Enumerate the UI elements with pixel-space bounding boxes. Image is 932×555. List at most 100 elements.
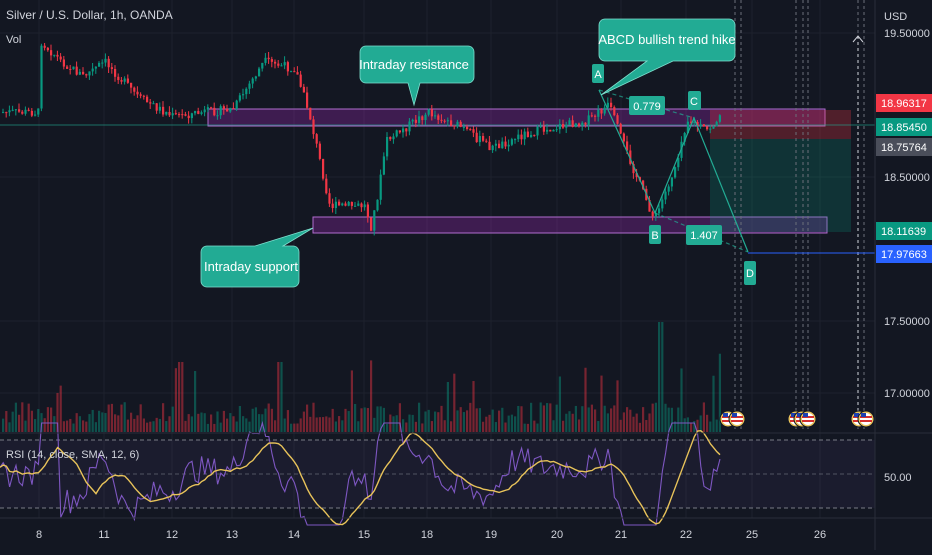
support-callout[interactable]: Intraday support bbox=[200, 227, 314, 288]
abcd-callout[interactable]: ABCD bullish trend hike bbox=[598, 18, 736, 96]
candle-body bbox=[667, 186, 670, 192]
volume-bar bbox=[696, 419, 699, 432]
candle-body bbox=[690, 121, 693, 123]
candle-body bbox=[98, 62, 101, 67]
position-target-zone[interactable] bbox=[710, 139, 851, 232]
candle-body bbox=[254, 76, 257, 79]
volume-bar bbox=[450, 421, 453, 432]
volume-bar bbox=[130, 412, 133, 432]
volume-bar bbox=[376, 406, 379, 432]
candle-body bbox=[5, 112, 8, 114]
candle-body bbox=[360, 203, 363, 208]
candle-body bbox=[475, 132, 478, 143]
volume-bar bbox=[373, 417, 376, 432]
volume-bar bbox=[290, 423, 293, 432]
volume-bar bbox=[357, 421, 360, 432]
volume-bar bbox=[603, 405, 606, 432]
resistance-zone[interactable] bbox=[207, 108, 826, 127]
volume-bar bbox=[510, 414, 513, 432]
resistance-callout[interactable]: Intraday resistance bbox=[359, 45, 475, 107]
candle-body bbox=[664, 191, 667, 200]
us-flag-icon[interactable] bbox=[728, 410, 746, 428]
candle-body bbox=[344, 203, 347, 206]
volume-bar bbox=[514, 416, 517, 432]
candle-body bbox=[158, 106, 161, 111]
rsi-pane[interactable]: RSI (14, close, SMA, 12, 6) bbox=[0, 420, 875, 526]
candle-body bbox=[677, 157, 680, 168]
candle-body bbox=[312, 119, 315, 135]
price-axis[interactable]: USD 19.50000 18.50000 17.50000 17.00000 bbox=[884, 11, 930, 400]
volume-bar bbox=[574, 405, 577, 432]
grid bbox=[0, 0, 875, 518]
volume-bar bbox=[88, 414, 91, 432]
candle-body bbox=[626, 141, 629, 151]
candle-body bbox=[718, 115, 721, 122]
us-flag-icon[interactable] bbox=[799, 410, 817, 428]
volume-bar bbox=[482, 421, 485, 432]
candle-body bbox=[165, 111, 168, 115]
volume-bar bbox=[178, 362, 181, 432]
volume-bar bbox=[187, 414, 190, 432]
time-tick-label: 15 bbox=[358, 529, 370, 541]
candle-body bbox=[11, 109, 14, 111]
candle-body bbox=[366, 204, 369, 218]
volume-bar bbox=[491, 409, 494, 432]
candle-body bbox=[302, 86, 305, 93]
candle-body bbox=[510, 139, 513, 145]
symbol-title[interactable]: Silver / U.S. Dollar, 1h, OANDA bbox=[6, 8, 173, 22]
candle-body bbox=[120, 80, 123, 82]
candle-body bbox=[216, 115, 219, 117]
price-tick-label: 19.50000 bbox=[884, 28, 930, 40]
candle-body bbox=[546, 129, 549, 132]
volume-bar bbox=[354, 403, 357, 432]
volume-bar bbox=[200, 412, 203, 432]
volume-bar bbox=[8, 422, 11, 432]
volume-bar bbox=[590, 404, 593, 432]
volume-bar bbox=[82, 420, 85, 432]
candle-body bbox=[450, 120, 453, 126]
candle-body bbox=[274, 61, 277, 64]
candle-body bbox=[520, 134, 523, 140]
volume-bar bbox=[139, 404, 142, 432]
candle-body bbox=[651, 211, 654, 217]
volume-bar bbox=[459, 407, 462, 432]
volume-bar bbox=[648, 413, 651, 432]
candle-body bbox=[488, 141, 491, 151]
candle-body bbox=[466, 126, 469, 130]
volume-bar bbox=[536, 423, 539, 432]
volume-bar bbox=[619, 419, 622, 432]
rsi-label: RSI (14, close, SMA, 12, 6) bbox=[6, 449, 139, 461]
volume-bar bbox=[414, 421, 417, 432]
candle-body bbox=[427, 109, 430, 115]
candle-body bbox=[382, 156, 385, 175]
volume-bar bbox=[418, 402, 421, 432]
candle-body bbox=[50, 50, 53, 56]
volume-bar bbox=[626, 407, 629, 432]
candle-body bbox=[149, 102, 152, 104]
volume-bar bbox=[552, 420, 555, 432]
candle-body bbox=[258, 68, 261, 77]
volume-bar bbox=[254, 407, 257, 432]
candle-body bbox=[389, 137, 392, 140]
candlestick-series[interactable] bbox=[2, 42, 721, 236]
candle-body bbox=[616, 115, 619, 124]
time-axis[interactable]: 8 11 12 13 14 15 18 19 20 21 22 25 26 bbox=[36, 529, 826, 541]
candle-body bbox=[117, 76, 120, 81]
volume-bar bbox=[168, 416, 171, 432]
point-b-label: B bbox=[649, 225, 661, 244]
volume-bar bbox=[123, 402, 126, 432]
volume-bar bbox=[50, 407, 53, 432]
candle-body bbox=[69, 68, 72, 70]
volume-bar bbox=[494, 422, 497, 432]
us-flag-icon[interactable] bbox=[857, 410, 875, 428]
time-tick-label: 20 bbox=[551, 529, 563, 541]
candle-body bbox=[562, 124, 565, 128]
volume-bar bbox=[472, 381, 475, 432]
candle-body bbox=[190, 113, 193, 119]
economic-events[interactable] bbox=[719, 410, 875, 428]
candle-body bbox=[648, 199, 651, 212]
candle-body bbox=[715, 121, 718, 127]
candle-body bbox=[242, 94, 245, 96]
